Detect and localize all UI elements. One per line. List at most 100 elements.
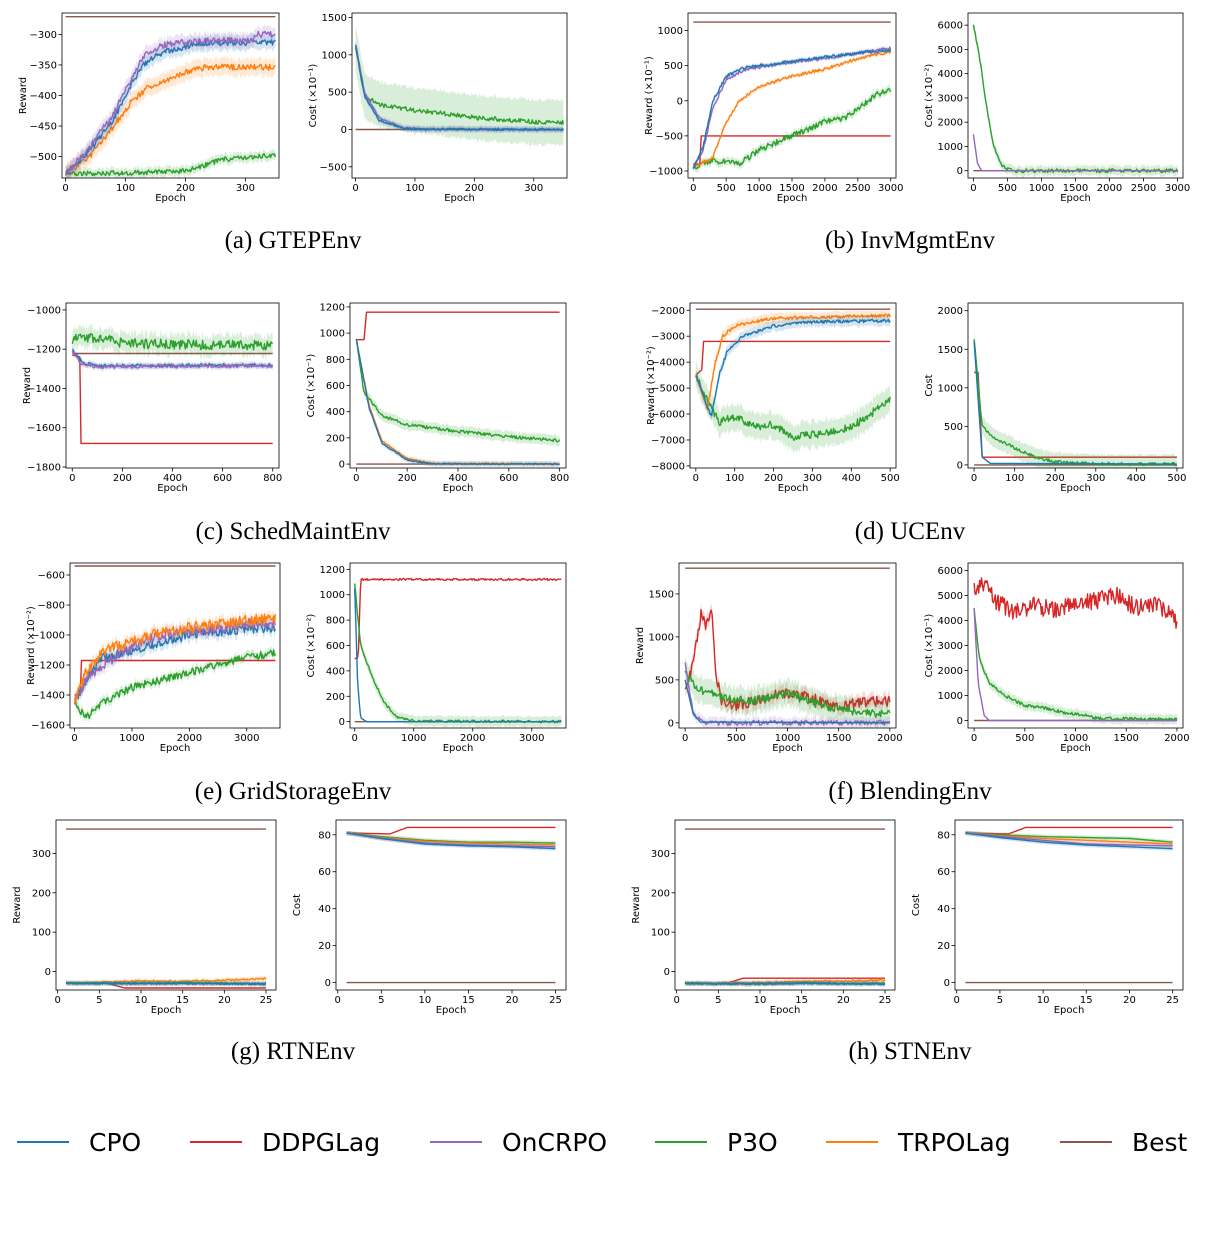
line-p3o xyxy=(346,832,556,844)
legend-label-p3o: P3O xyxy=(727,1127,778,1157)
x-tick-label: 10 xyxy=(135,995,148,1006)
y-tick-label: −1400 xyxy=(31,691,65,702)
y-tick-label: 0 xyxy=(944,978,950,989)
x-tick-label: 300 xyxy=(1086,473,1105,484)
legend-swatch-best xyxy=(1060,1141,1112,1143)
x-tick-label: 25 xyxy=(879,995,892,1006)
y-tick-label: 80 xyxy=(937,830,950,841)
band-cpo xyxy=(356,336,560,468)
axes-frame xyxy=(55,819,277,991)
y-tick-label: 1500 xyxy=(938,345,963,356)
y-tick-label: −2000 xyxy=(651,306,685,317)
y-tick-label: 4000 xyxy=(938,616,963,627)
x-tick-label: 2000 xyxy=(1097,183,1122,194)
y-tick-label: 3000 xyxy=(938,93,963,104)
y-tick-label: 5000 xyxy=(938,45,963,56)
y-tick-label: 0 xyxy=(339,460,345,471)
line-p3o xyxy=(354,47,565,126)
chart-g-cost: 0 5 10 15 20 25 0 20 40 60 80 Epoch Cost xyxy=(292,819,567,1016)
y-tick-label: 600 xyxy=(326,381,345,392)
caption-a: (a) GTEPEnv xyxy=(224,227,362,254)
line-ddpglag xyxy=(973,577,1178,629)
legend-swatch-trpolag xyxy=(826,1141,878,1143)
line-p3o xyxy=(64,153,277,177)
y-axis-label: Cost xyxy=(924,374,935,396)
x-tick-label: 25 xyxy=(549,995,562,1006)
plot-area xyxy=(965,826,1173,984)
line-trpolag xyxy=(965,832,1173,845)
y-tick-label: 100 xyxy=(651,928,670,939)
x-tick-label: 3000 xyxy=(1165,183,1190,194)
x-axis-label: Epoch xyxy=(772,743,803,754)
axes-frame xyxy=(689,302,897,469)
x-tick-label: 400 xyxy=(448,473,467,484)
band-trpolag xyxy=(65,55,276,178)
x-tick-label: 1000 xyxy=(1029,183,1054,194)
x-tick-label: 300 xyxy=(524,183,543,194)
y-tick-label: 0 xyxy=(668,718,674,729)
chart-e-cost: 0 1000 2000 3000 0 200 400 600 800 1000 1200 Epoch C… xyxy=(306,562,567,754)
y-tick-label: 0 xyxy=(339,717,345,728)
y-axis-label: Cost xyxy=(292,894,303,916)
legend-swatch-cpo xyxy=(17,1141,69,1143)
axes-frame xyxy=(69,562,281,729)
y-tick-label: −3000 xyxy=(651,332,685,343)
y-tick-label: 1500 xyxy=(649,589,674,600)
line-oncrpo xyxy=(972,134,1178,172)
y-tick-label: 1200 xyxy=(320,565,345,576)
band-cpo xyxy=(65,32,276,178)
x-tick-label: 400 xyxy=(1127,473,1146,484)
y-tick-label: 6000 xyxy=(938,566,963,577)
x-axis-label: Epoch xyxy=(1060,193,1091,204)
plot-area xyxy=(73,565,277,723)
caption-e: (e) GridStorageEnv xyxy=(194,778,392,805)
x-tick-label: 0 xyxy=(954,995,960,1006)
legend-label-ddpglag: DDPGLag xyxy=(262,1127,381,1157)
chart-a-cost: 0 100 200 300 −500 0 500 1000 1500 Epoch Cost (×10… xyxy=(308,12,568,204)
y-tick-label: 0 xyxy=(341,125,347,136)
x-axis-label: Epoch xyxy=(151,1005,182,1016)
plot-area xyxy=(972,20,1179,178)
y-tick-label: −4000 xyxy=(651,358,685,369)
y-tick-label: −1000 xyxy=(649,166,683,177)
x-tick-label: 2000 xyxy=(177,733,202,744)
line-p3o xyxy=(972,24,1179,174)
y-axis-label: Cost xyxy=(911,894,922,916)
line-cpo xyxy=(692,49,892,170)
y-tick-label: 2000 xyxy=(938,118,963,129)
y-tick-label: 1500 xyxy=(322,13,347,24)
y-tick-label: 1000 xyxy=(649,632,674,643)
y-tick-label: 0 xyxy=(664,967,670,978)
x-tick-label: 500 xyxy=(1167,473,1186,484)
x-tick-label: 0 xyxy=(690,183,696,194)
y-tick-label: −7000 xyxy=(651,435,685,446)
band-p3o xyxy=(974,329,1177,468)
y-tick-label: 20 xyxy=(937,941,950,952)
line-cpo xyxy=(73,622,277,702)
x-tick-label: 1000 xyxy=(119,733,144,744)
band-oncrpo xyxy=(346,830,556,849)
line-trpolag xyxy=(73,613,277,705)
x-tick-label: 500 xyxy=(727,733,746,744)
plot-area xyxy=(695,308,891,454)
y-tick-label: −350 xyxy=(30,60,57,71)
x-tick-label: 500 xyxy=(1015,733,1034,744)
y-axis-label: Reward (×10⁻²) xyxy=(646,346,657,425)
line-cpo xyxy=(354,45,565,132)
x-axis-label: Epoch xyxy=(155,193,186,204)
x-tick-label: 500 xyxy=(717,183,736,194)
x-tick-label: 0 xyxy=(54,995,60,1006)
x-tick-label: 1000 xyxy=(1063,733,1088,744)
y-tick-label: 1200 xyxy=(320,302,345,313)
x-tick-label: 20 xyxy=(837,995,850,1006)
x-tick-label: 2000 xyxy=(1164,733,1189,744)
y-tick-label: 200 xyxy=(326,433,345,444)
x-tick-label: 0 xyxy=(71,733,77,744)
x-tick-label: 200 xyxy=(465,183,484,194)
plot-area xyxy=(354,577,562,728)
x-axis-label: Epoch xyxy=(443,743,474,754)
y-tick-label: 4000 xyxy=(938,69,963,80)
band-p3o xyxy=(72,323,273,360)
x-axis-label: Epoch xyxy=(1054,1005,1085,1016)
